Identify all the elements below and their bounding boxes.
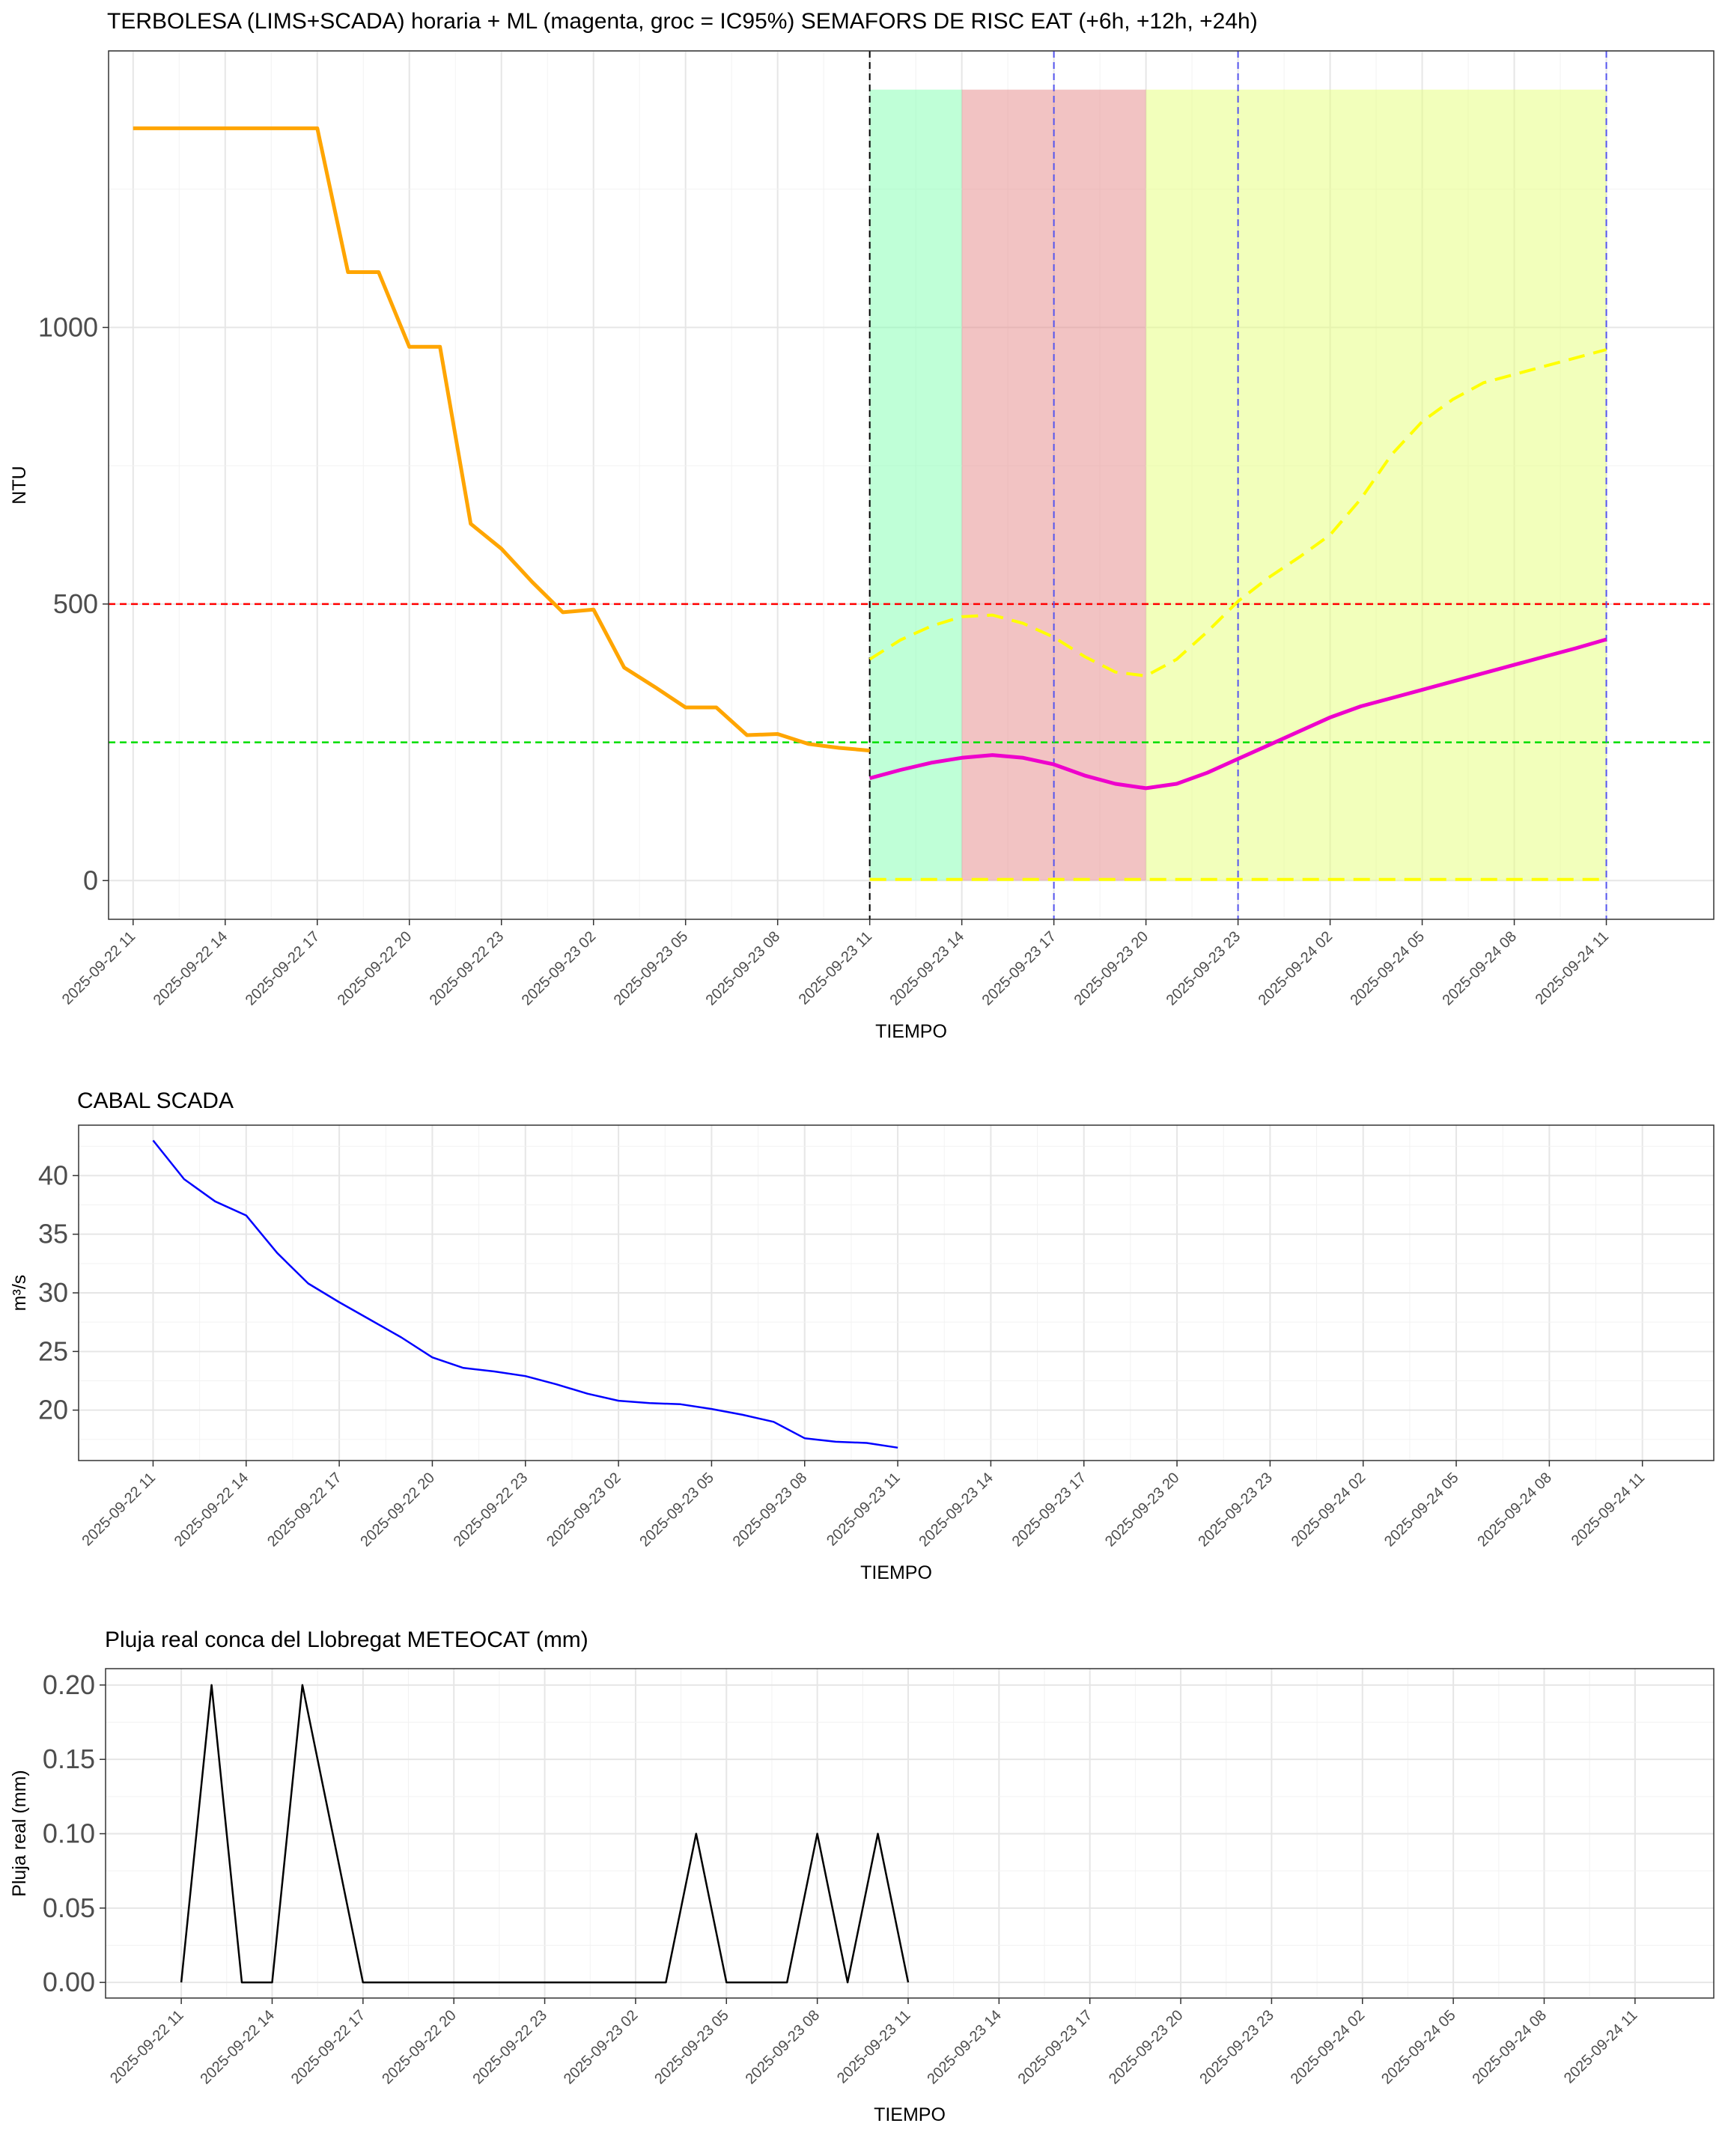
turbidity-x-tick-label: 2025-09-23 08 xyxy=(703,928,784,1009)
rain-panel: Pluja real conca del Llobregat METEOCAT … xyxy=(9,1627,1715,2125)
observed-turbidity-line xyxy=(133,126,870,753)
flow-x-tick-label: 2025-09-24 11 xyxy=(1569,1470,1649,1550)
turbidity-y-axis-ticks: 0 500 1000 xyxy=(38,311,109,895)
flow-y-tick-label: 20 xyxy=(38,1395,68,1425)
turbidity-panel: TERBOLESA (LIMS+SCADA) horaria + ML (mag… xyxy=(9,9,1715,1042)
rain-x-tick-label: 2025-09-23 08 xyxy=(743,2007,824,2088)
rain-x-tick-label: 2025-09-22 23 xyxy=(470,2007,551,2088)
rain-chart-title: Pluja real conca del Llobregat METEOCAT … xyxy=(105,1627,588,1652)
turbidity-x-tick-label: 2025-09-23 23 xyxy=(1163,928,1244,1009)
turbidity-y-tick-label: 500 xyxy=(53,588,98,619)
turbidity-x-tick-label: 2025-09-23 05 xyxy=(611,928,692,1009)
turbidity-x-tick-label: 2025-09-23 02 xyxy=(519,928,600,1009)
rain-x-tick-label: 2025-09-23 02 xyxy=(561,2007,642,2088)
rain-y-tick-label: 0.15 xyxy=(43,1744,95,1774)
rain-x-tick-label: 2025-09-24 02 xyxy=(1288,2007,1369,2088)
rain-x-tick-label: 2025-09-23 23 xyxy=(1196,2007,1277,2088)
rain-line xyxy=(180,1684,910,1984)
flow-y-tick-label: 35 xyxy=(38,1219,68,1249)
flow-line xyxy=(152,1139,898,1449)
rain-gridlines xyxy=(106,1669,1714,1998)
flow-y-axis-title: m³/s xyxy=(9,1275,30,1312)
rain-y-tick-label: 0.05 xyxy=(43,1892,95,1923)
flow-x-tick-label: 2025-09-24 05 xyxy=(1381,1470,1462,1550)
flow-x-tick-label: 2025-09-23 05 xyxy=(636,1470,717,1550)
flow-y-tick-label: 30 xyxy=(38,1277,68,1308)
flow-x-tick-label: 2025-09-23 17 xyxy=(1009,1470,1090,1550)
flow-x-tick-label: 2025-09-24 08 xyxy=(1474,1470,1555,1550)
flow-x-tick-label: 2025-09-23 20 xyxy=(1102,1470,1183,1550)
flow-x-tick-label: 2025-09-23 02 xyxy=(544,1470,624,1550)
turbidity-x-axis-title: TIEMPO xyxy=(875,1021,947,1042)
flow-x-tick-label: 2025-09-22 20 xyxy=(357,1470,438,1550)
rain-x-tick-label: 2025-09-23 05 xyxy=(651,2007,732,2088)
rain-y-tick-label: 0.10 xyxy=(43,1818,95,1848)
flow-y-axis-ticks: 20 25 30 35 40 xyxy=(38,1160,79,1425)
rain-x-tick-label: 2025-09-24 11 xyxy=(1561,2007,1641,2087)
turbidity-x-tick-label: 2025-09-23 17 xyxy=(979,928,1060,1009)
turbidity-x-axis-ticks: 2025-09-22 11 2025-09-22 14 2025-09-22 17 2… xyxy=(59,919,1612,1009)
rain-x-tick-label: 2025-09-22 20 xyxy=(379,2007,460,2088)
turbidity-x-tick-label: 2025-09-22 20 xyxy=(335,928,416,1009)
flow-x-tick-label: 2025-09-22 23 xyxy=(451,1470,532,1550)
flow-x-tick-label: 2025-09-23 14 xyxy=(916,1470,997,1550)
flow-x-tick-label: 2025-09-23 23 xyxy=(1195,1470,1276,1550)
rain-x-tick-label: 2025-09-24 05 xyxy=(1378,2007,1459,2088)
turbidity-x-tick-label: 2025-09-23 20 xyxy=(1071,928,1152,1009)
flow-x-tick-label: 2025-09-22 11 xyxy=(79,1470,159,1550)
flow-gridlines xyxy=(79,1125,1714,1461)
turbidity-x-tick-label: 2025-09-22 14 xyxy=(150,928,231,1009)
turbidity-x-tick-label: 2025-09-22 17 xyxy=(243,928,323,1009)
rain-x-tick-label: 2025-09-23 20 xyxy=(1106,2007,1187,2088)
turbidity-x-tick-label: 2025-09-24 11 xyxy=(1533,928,1613,1008)
rain-plot-marks xyxy=(180,1684,910,1984)
rain-y-axis-ticks: 0.00 0.05 0.10 0.15 0.20 xyxy=(43,1669,106,1997)
turbidity-x-tick-label: 2025-09-23 11 xyxy=(796,928,876,1008)
turbidity-x-tick-label: 2025-09-23 14 xyxy=(887,928,968,1009)
flow-x-tick-label: 2025-09-22 14 xyxy=(171,1470,252,1550)
flow-x-tick-label: 2025-09-24 02 xyxy=(1289,1470,1369,1550)
rain-x-tick-label: 2025-09-22 11 xyxy=(107,2007,187,2087)
flow-y-tick-label: 25 xyxy=(38,1336,68,1366)
turbidity-y-tick-label: 0 xyxy=(83,865,98,895)
rain-x-tick-label: 2025-09-24 08 xyxy=(1469,2007,1550,2088)
turbidity-plot-border xyxy=(108,50,1715,920)
turbidity-x-tick-label: 2025-09-24 08 xyxy=(1440,928,1521,1009)
turbidity-x-tick-label: 2025-09-24 05 xyxy=(1348,928,1429,1009)
risk-semaphore-green xyxy=(869,89,962,881)
rain-x-tick-label: 2025-09-23 11 xyxy=(834,2007,914,2087)
turbidity-chart-title: TERBOLESA (LIMS+SCADA) horaria + ML (mag… xyxy=(107,9,1258,34)
rain-y-tick-label: 0.20 xyxy=(43,1669,95,1700)
rain-x-axis-title: TIEMPO xyxy=(874,2104,946,2125)
rain-x-tick-label: 2025-09-22 17 xyxy=(288,2007,369,2088)
turbidity-x-tick-label: 2025-09-22 23 xyxy=(427,928,508,1009)
rain-x-axis-ticks: 2025-09-22 11 2025-09-22 14 2025-09-22 17 2… xyxy=(107,1998,1640,2088)
forecast-turbidity-line xyxy=(869,637,1607,791)
turbidity-x-tick-label: 2025-09-22 11 xyxy=(59,928,139,1008)
turbidity-y-tick-label: 1000 xyxy=(38,311,98,342)
rain-y-axis-title: Pluja real (mm) xyxy=(9,1770,30,1896)
rain-x-tick-label: 2025-09-23 17 xyxy=(1015,2007,1096,2088)
flow-x-axis-title: TIEMPO xyxy=(860,1562,932,1583)
rain-x-tick-label: 2025-09-23 14 xyxy=(924,2007,1005,2088)
turbidity-risk-semaphores xyxy=(869,89,1607,881)
rain-y-tick-label: 0.00 xyxy=(43,1967,95,1997)
flow-x-tick-label: 2025-09-23 08 xyxy=(730,1470,811,1550)
flow-x-tick-label: 2025-09-22 17 xyxy=(264,1470,345,1550)
turbidity-x-tick-label: 2025-09-24 02 xyxy=(1256,928,1336,1009)
ci95-upper-line xyxy=(868,348,1607,677)
flow-plot-marks xyxy=(152,1139,898,1449)
flow-chart-title: CABAL SCADA xyxy=(77,1088,234,1113)
flow-x-tick-label: 2025-09-23 11 xyxy=(824,1470,904,1550)
turbidity-y-axis-title: NTU xyxy=(9,466,30,504)
turbidity-plot-marks xyxy=(109,51,1714,919)
risk-semaphore-yellow xyxy=(1146,89,1607,881)
flow-y-tick-label: 40 xyxy=(38,1160,68,1190)
rain-x-tick-label: 2025-09-22 14 xyxy=(197,2007,278,2088)
flow-x-axis-ticks: 2025-09-22 11 2025-09-22 14 2025-09-22 17 2… xyxy=(79,1461,1648,1550)
